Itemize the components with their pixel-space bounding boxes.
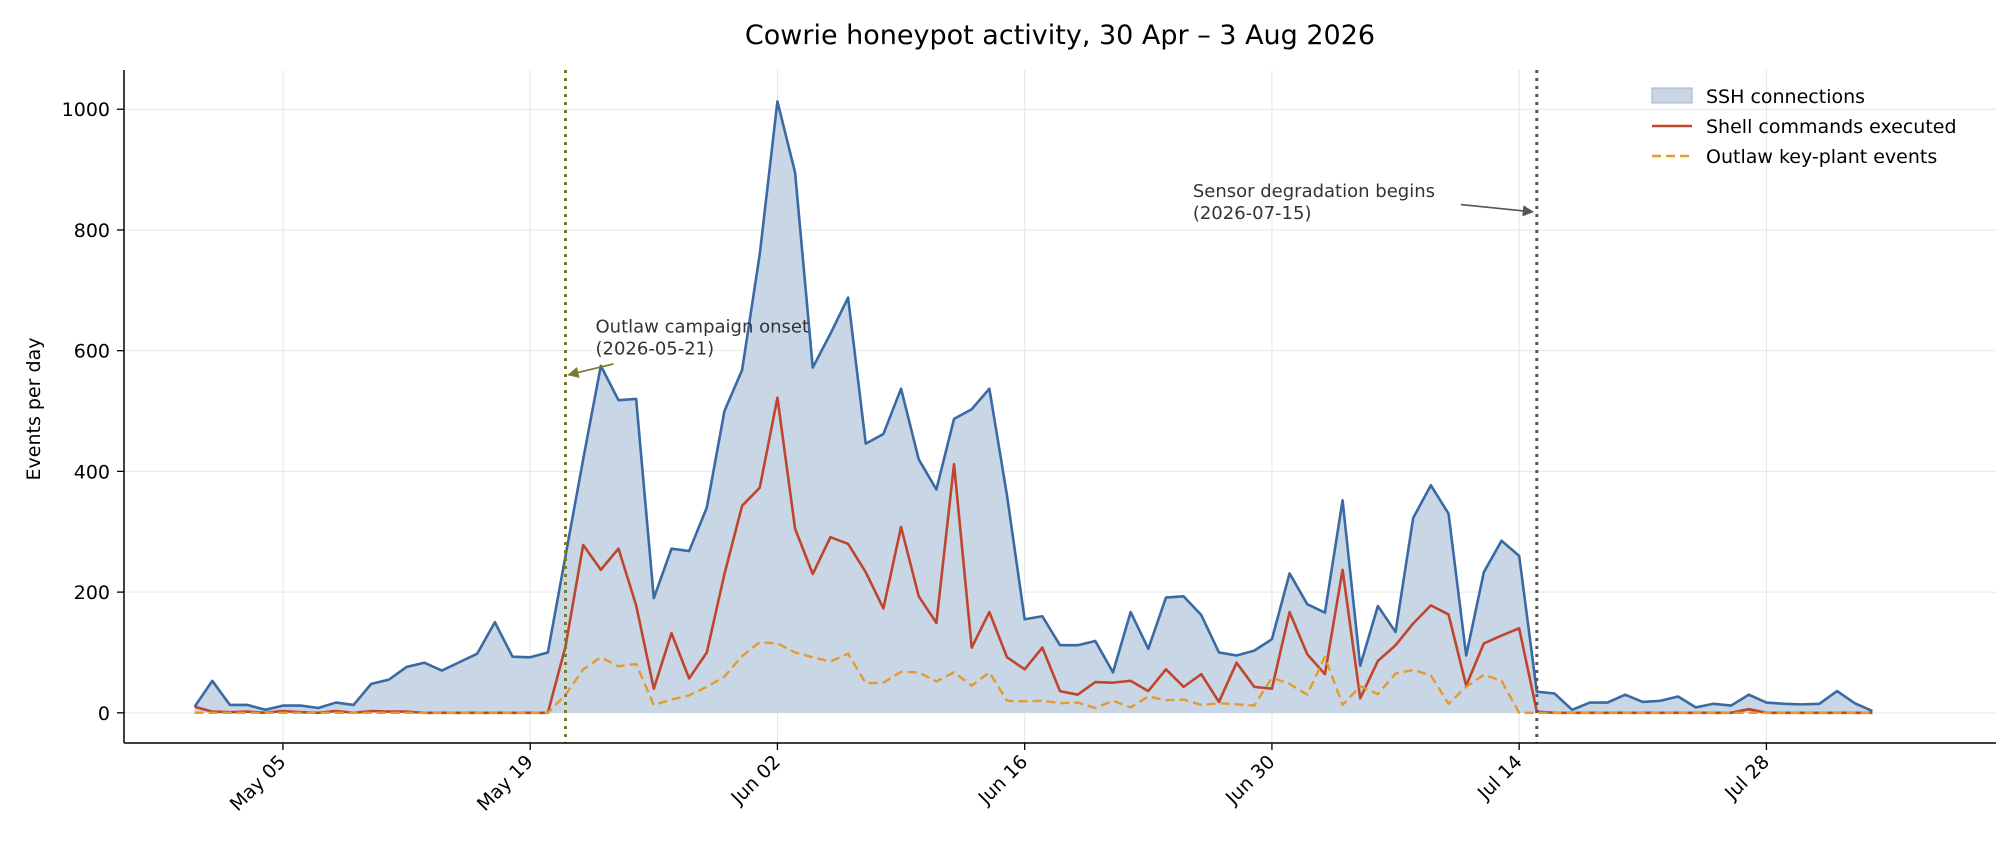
area-layer: [194, 101, 1873, 713]
annotation-arrow-1: [1460, 203, 1534, 217]
y-tick-label: 400: [74, 461, 110, 483]
y-tick-label: 0: [98, 703, 110, 725]
legend-label-ssh-connections: SSH connections: [1706, 86, 1865, 108]
x-tick-label: Jun 30: [1221, 751, 1280, 810]
y-tick-label: 1000: [62, 99, 110, 121]
legend-label-outlaw-key-plant: Outlaw key-plant events: [1706, 146, 1937, 168]
x-tick-label: Jul 28: [1720, 751, 1774, 805]
x-tick-label: May 19: [473, 751, 538, 816]
chart-title: Cowrie honeypot activity, 30 Apr – 3 Aug…: [745, 20, 1375, 51]
series-line-outlaw-key-plant-events: [194, 641, 1873, 715]
x-tick-label: Jun 02: [726, 751, 785, 810]
annotation-arrow-0: [567, 363, 614, 378]
annotation-date-1: (2026-07-15): [1193, 203, 1312, 224]
annotation-layer: Outlaw campaign onset(2026-05-21) Sensor …: [564, 70, 1539, 743]
series-line-ssh-connections: [193, 100, 1873, 713]
annotation-label-1: Sensor degradation begins: [1193, 181, 1435, 202]
y-tick-label: 800: [74, 220, 110, 242]
annotation-label-0: Outlaw campaign onset: [596, 317, 810, 338]
legend: SSH connections Shell commands executed …: [1651, 86, 1957, 168]
y-tick-label: 600: [74, 341, 110, 363]
lines-layer: [193, 100, 1873, 715]
legend-label-shell-commands: Shell commands executed: [1706, 116, 1957, 138]
gridlines: [124, 70, 1996, 743]
legend-swatch-ssh-connections: [1651, 87, 1693, 104]
series-line-shell-commands-executed: [194, 396, 1873, 715]
y-axis-label: Events per day: [23, 338, 45, 481]
y-tick-label: 200: [74, 582, 110, 604]
annotation-date-0: (2026-05-21): [596, 339, 715, 360]
x-tick-label: May 05: [226, 751, 291, 816]
area-fill-ssh-connections: [194, 101, 1873, 713]
axes: [117, 70, 1996, 750]
x-tick-label: Jun 16: [974, 751, 1033, 810]
x-tick-label: Jul 14: [1473, 751, 1527, 805]
